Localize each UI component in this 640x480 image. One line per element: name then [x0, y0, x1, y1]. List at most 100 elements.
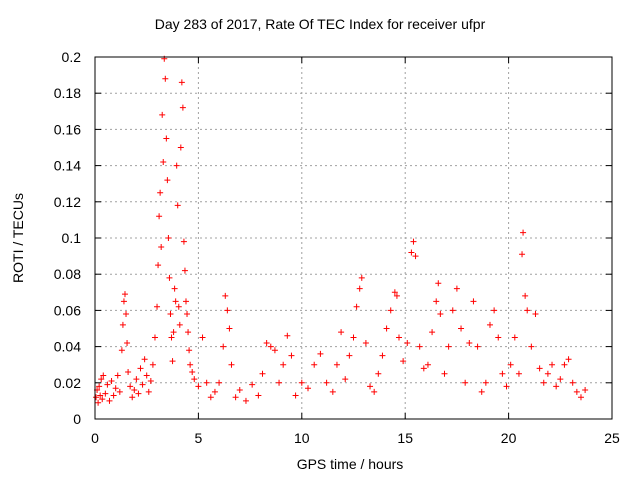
data-point	[522, 292, 529, 299]
data-point	[172, 298, 179, 305]
data-point	[412, 253, 419, 260]
data-point	[187, 361, 194, 368]
data-point	[167, 311, 174, 318]
data-point	[317, 350, 324, 357]
data-point	[582, 387, 589, 394]
data-point	[199, 334, 206, 341]
data-point	[375, 370, 382, 377]
data-point	[249, 381, 256, 388]
data-point	[532, 311, 539, 318]
data-point	[180, 238, 187, 245]
data-point	[350, 334, 357, 341]
data-point	[147, 377, 154, 384]
data-point	[195, 383, 202, 390]
data-point	[353, 303, 360, 310]
data-point	[400, 358, 407, 365]
data-point	[106, 397, 113, 404]
data-point	[466, 339, 473, 346]
data-point	[98, 376, 105, 383]
data-point	[104, 381, 111, 388]
data-point	[387, 307, 394, 314]
data-point	[482, 379, 489, 386]
data-point	[93, 394, 100, 401]
data-point	[520, 229, 527, 236]
data-point	[507, 361, 514, 368]
data-point	[462, 379, 469, 386]
data-point	[124, 339, 131, 346]
data-point	[519, 251, 526, 258]
data-point	[549, 361, 556, 368]
data-point	[346, 352, 353, 359]
data-point	[511, 334, 518, 341]
data-point	[186, 347, 193, 354]
data-point	[561, 361, 568, 368]
data-point	[158, 244, 165, 251]
data-point	[280, 361, 287, 368]
data-point	[149, 361, 156, 368]
data-point	[110, 392, 117, 399]
data-point	[553, 383, 560, 390]
data-point	[189, 368, 196, 375]
data-point	[379, 352, 386, 359]
data-point	[177, 144, 184, 151]
data-point	[416, 343, 423, 350]
data-point	[420, 365, 427, 372]
data-point	[141, 356, 148, 363]
data-point	[424, 361, 431, 368]
data-point	[174, 202, 181, 209]
data-point	[151, 334, 158, 341]
data-point	[139, 381, 146, 388]
data-point	[371, 388, 378, 395]
data-point	[486, 321, 493, 328]
y-tick-label: 0.12	[54, 194, 81, 210]
data-point	[311, 361, 318, 368]
data-point	[203, 379, 210, 386]
data-point	[232, 394, 239, 401]
data-point	[503, 383, 510, 390]
data-point	[143, 372, 150, 379]
data-point	[410, 238, 417, 245]
data-point	[191, 376, 198, 383]
data-point	[211, 388, 218, 395]
data-point	[170, 329, 177, 336]
data-point	[163, 135, 170, 142]
data-point	[393, 292, 400, 299]
y-tick-label: 0.2	[62, 49, 82, 65]
data-point	[178, 79, 185, 86]
data-point	[263, 339, 270, 346]
data-point	[121, 291, 128, 298]
data-point	[171, 285, 178, 292]
data-point	[135, 390, 142, 397]
data-point	[573, 388, 580, 395]
plot-frame	[94, 56, 613, 420]
data-point	[333, 361, 340, 368]
data-point	[470, 298, 477, 305]
data-point	[577, 394, 584, 401]
data-points	[93, 55, 589, 406]
data-point	[528, 343, 535, 350]
data-point	[100, 372, 107, 379]
data-point	[356, 285, 363, 292]
data-point	[383, 325, 390, 332]
data-point	[495, 334, 502, 341]
axis-ticks: 0 0.02 0.04 0.06 0.08 0.1 0.12 0.14 0.16 0.18 0.2 0…	[54, 49, 620, 446]
data-point	[129, 394, 136, 401]
y-tick-label: 0	[73, 411, 81, 427]
data-point	[154, 303, 161, 310]
data-point	[323, 379, 330, 386]
data-point	[176, 321, 183, 328]
data-point	[298, 379, 305, 386]
data-point	[155, 262, 162, 269]
data-point	[404, 339, 411, 346]
data-point	[123, 311, 130, 318]
y-tick-label: 0.1	[62, 230, 82, 246]
data-point	[108, 377, 115, 384]
data-point	[102, 390, 109, 397]
data-point	[338, 329, 345, 336]
x-tick-label: 5	[195, 430, 203, 446]
data-point	[236, 387, 243, 394]
data-point	[391, 289, 398, 296]
data-point	[544, 370, 551, 377]
x-axis-label: GPS time / hours	[296, 456, 404, 472]
